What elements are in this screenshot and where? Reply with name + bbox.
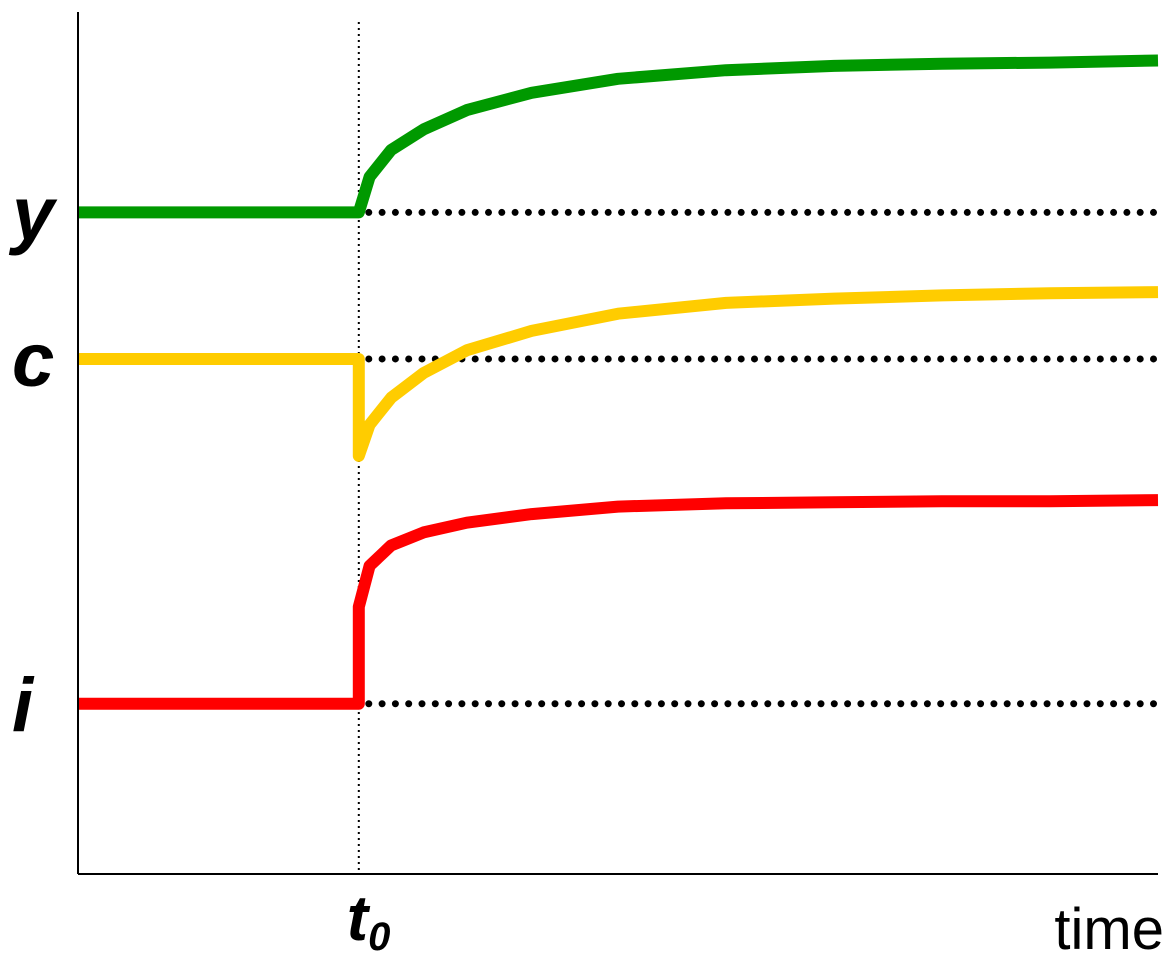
series-group [78,54,1159,710]
series-labels-group: yc i [8,171,58,747]
t0-marker-label-main: t [347,882,371,954]
series-label-i: i [12,663,35,748]
series-line-c [78,286,1159,462]
series-line-i [78,494,1159,710]
t0-marker-label: t0 [347,882,391,957]
t0-marker-label-sub: 0 [368,915,390,957]
baselines-group [365,208,1162,708]
series-label-y: y [8,171,58,256]
x-axis-label: time [1054,897,1164,957]
series-label-c: c [12,318,54,403]
series-line-y [78,54,1159,219]
